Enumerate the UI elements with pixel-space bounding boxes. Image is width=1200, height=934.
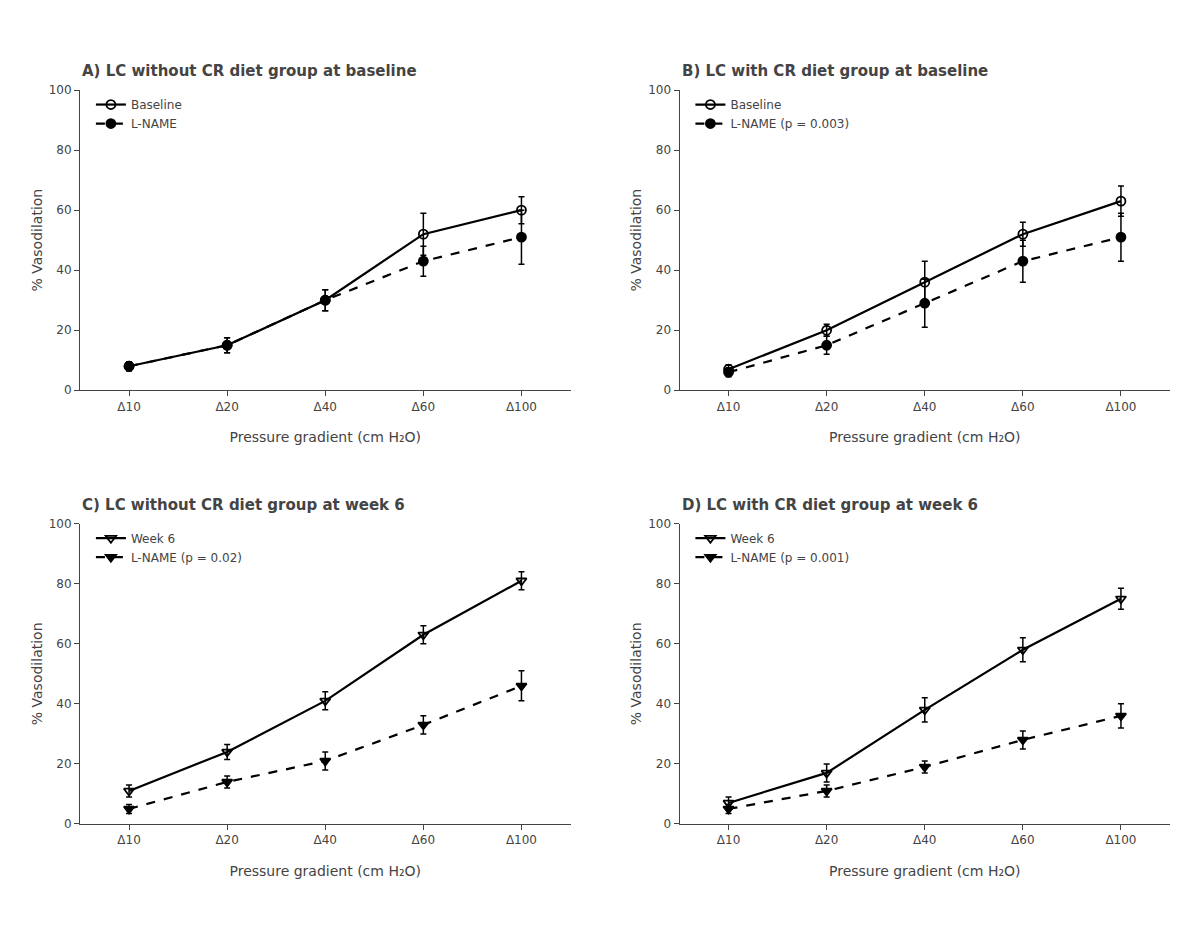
svg-text:Δ60: Δ60 (412, 400, 435, 414)
svg-text:20: 20 (56, 757, 71, 771)
svg-text:Δ100: Δ100 (1105, 400, 1136, 414)
svg-text:40: 40 (56, 263, 71, 277)
svg-text:L-NAME (p = 0.02): L-NAME (p = 0.02) (131, 551, 242, 565)
svg-text:100: 100 (648, 83, 671, 97)
svg-text:80: 80 (56, 143, 71, 157)
svg-text:100: 100 (648, 517, 671, 531)
svg-text:% Vasodilation: % Vasodilation (29, 622, 45, 725)
svg-text:D) LC with CR diet group at we: D) LC with CR diet group at week 6 (682, 496, 978, 514)
svg-text:Δ60: Δ60 (412, 833, 435, 847)
svg-text:20: 20 (656, 757, 671, 771)
svg-text:100: 100 (49, 83, 72, 97)
svg-text:L-NAME (p = 0.003): L-NAME (p = 0.003) (730, 117, 849, 131)
svg-text:Baseline: Baseline (730, 98, 781, 112)
svg-text:80: 80 (656, 577, 671, 591)
svg-text:Pressure gradient (cm H₂O): Pressure gradient (cm H₂O) (829, 863, 1021, 879)
svg-text:Week 6: Week 6 (131, 532, 175, 546)
svg-text:80: 80 (56, 577, 71, 591)
svg-text:Pressure gradient (cm H₂O): Pressure gradient (cm H₂O) (229, 863, 421, 879)
svg-text:60: 60 (656, 637, 671, 651)
svg-text:C) LC without CR diet group at: C) LC without CR diet group at week 6 (82, 496, 405, 514)
svg-text:Pressure gradient (cm H₂O): Pressure gradient (cm H₂O) (829, 429, 1021, 445)
svg-text:Δ20: Δ20 (815, 400, 838, 414)
svg-text:60: 60 (56, 637, 71, 651)
svg-text:Δ60: Δ60 (1011, 400, 1034, 414)
svg-text:% Vasodilation: % Vasodilation (629, 189, 645, 292)
svg-text:L-NAME (p = 0.001): L-NAME (p = 0.001) (730, 551, 849, 565)
svg-text:60: 60 (56, 203, 71, 217)
svg-text:% Vasodilation: % Vasodilation (29, 189, 45, 292)
svg-text:Baseline: Baseline (131, 98, 182, 112)
svg-text:Δ100: Δ100 (1105, 833, 1136, 847)
svg-text:Δ10: Δ10 (717, 833, 740, 847)
svg-text:Week 6: Week 6 (730, 532, 774, 546)
svg-text:0: 0 (64, 383, 72, 397)
svg-text:Δ20: Δ20 (815, 833, 838, 847)
svg-text:Δ10: Δ10 (717, 400, 740, 414)
svg-text:20: 20 (656, 323, 671, 337)
svg-text:Δ20: Δ20 (215, 833, 238, 847)
svg-text:Δ40: Δ40 (913, 833, 936, 847)
svg-text:40: 40 (656, 697, 671, 711)
svg-text:Δ10: Δ10 (117, 833, 140, 847)
svg-text:Δ100: Δ100 (506, 400, 537, 414)
svg-text:Δ40: Δ40 (314, 833, 337, 847)
svg-text:L-NAME: L-NAME (131, 117, 177, 131)
svg-text:Δ40: Δ40 (913, 400, 936, 414)
svg-text:80: 80 (656, 143, 671, 157)
svg-text:Δ20: Δ20 (215, 400, 238, 414)
svg-text:Pressure gradient (cm H₂O): Pressure gradient (cm H₂O) (229, 429, 421, 445)
svg-text:40: 40 (56, 697, 71, 711)
svg-text:A) LC without CR diet group at: A) LC without CR diet group at baseline (82, 62, 417, 80)
svg-text:60: 60 (656, 203, 671, 217)
svg-text:40: 40 (656, 263, 671, 277)
svg-text:20: 20 (56, 323, 71, 337)
svg-text:100: 100 (49, 517, 72, 531)
svg-text:% Vasodilation: % Vasodilation (629, 622, 645, 725)
svg-text:0: 0 (64, 817, 72, 831)
svg-text:0: 0 (663, 383, 671, 397)
svg-text:0: 0 (663, 817, 671, 831)
svg-text:Δ10: Δ10 (117, 400, 140, 414)
svg-text:Δ60: Δ60 (1011, 833, 1034, 847)
svg-text:Δ100: Δ100 (506, 833, 537, 847)
svg-text:B) LC with CR diet group at ba: B) LC with CR diet group at baseline (682, 62, 988, 80)
svg-text:Δ40: Δ40 (314, 400, 337, 414)
